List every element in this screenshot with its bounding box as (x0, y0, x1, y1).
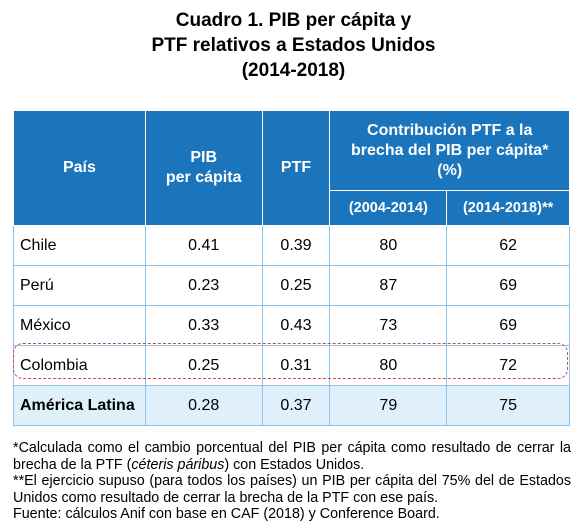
footnote-text: *Calculada como el cambio porcentual del… (13, 440, 571, 473)
header-cell: Contribución PTF a la brecha del PIB per … (329, 110, 570, 191)
footnote: **El ejercicio supuso (para todos los pa… (13, 473, 571, 506)
header-line: brecha del PIB per cápita* (351, 141, 549, 159)
value-cell: 80 (329, 345, 448, 386)
value-cell: 72 (446, 345, 570, 386)
header-cell: (2004-2014) (329, 190, 448, 226)
highlight-box (13, 343, 568, 379)
value-cell: 0.43 (261, 305, 331, 346)
value-cell: 0.37 (261, 385, 331, 426)
country-cell: Chile (13, 225, 146, 266)
value-cell: 69 (446, 305, 570, 346)
title-line: PTF relativos a Estados Unidos (151, 35, 436, 56)
table: País PIB per cápita PTF Contribución PTF … (13, 110, 570, 426)
header-line: (%) (437, 161, 463, 179)
title-line: Cuadro 1. PIB per cápita y (175, 10, 412, 31)
value-cell: 0.23 (144, 265, 263, 306)
value-cell: 73 (329, 305, 448, 346)
value-cell: 79 (329, 385, 448, 426)
country-cell: América Latina (13, 385, 146, 426)
header-line: Contribución PTF a la (367, 121, 533, 139)
value-cell: 0.39 (261, 225, 331, 266)
table-row: Colombia 0.25 0.31 80 72 (13, 345, 570, 386)
value-cell: 0.33 (144, 305, 263, 346)
value-cell: 0.31 (261, 345, 331, 386)
country-cell: Perú (13, 265, 146, 306)
value-cell: 62 (446, 225, 570, 266)
value-cell: 69 (446, 265, 570, 306)
table-row: Perú 0.23 0.25 87 69 (13, 265, 570, 306)
header-cell: (2014-2018)** (446, 190, 570, 226)
footnote-text: **El ejercicio supuso (para todos los pa… (13, 473, 571, 506)
value-cell: 0.41 (144, 225, 263, 266)
footnote-text: Fuente: cálculos Anif con base en CAF (2… (13, 506, 440, 522)
footnote: Fuente: cálculos Anif con base en CAF (2… (13, 506, 571, 523)
value-cell: 0.25 (261, 265, 331, 306)
footnote-text: ) con Estados Unidos. (224, 456, 365, 473)
table-row: América Latina 0.28 0.37 79 75 (13, 385, 570, 426)
value-cell: 75 (446, 385, 570, 426)
footnotes: *Calculada como el cambio porcentual del… (13, 440, 571, 523)
value-cell: 0.28 (144, 385, 263, 426)
value-cell: 80 (329, 225, 448, 266)
country-cell: Colombia (13, 345, 146, 386)
value-cell: 0.25 (144, 345, 263, 386)
header-line: per cápita (165, 169, 242, 186)
title-line: (2014-2018) (241, 60, 346, 81)
table-row: México 0.33 0.43 73 69 (13, 305, 570, 346)
footnote: *Calculada como el cambio porcentual del… (13, 440, 571, 473)
table-body: Chile 0.41 0.39 80 62 Perú 0.23 0.25 87 69 México 0… (13, 225, 570, 426)
country-cell: México (13, 305, 146, 346)
header-line: PIB (190, 149, 218, 166)
value-cell: 87 (329, 265, 448, 306)
header-cell: PIB per cápita (144, 110, 263, 226)
header-cell: PTF (261, 110, 331, 226)
header-cell: País (13, 110, 146, 226)
title: Cuadro 1. PIB per cápita y PTF relativos… (0, 8, 587, 83)
footnote-text: céteris páribus (131, 456, 225, 473)
table-row: Chile 0.41 0.39 80 62 (13, 225, 570, 266)
